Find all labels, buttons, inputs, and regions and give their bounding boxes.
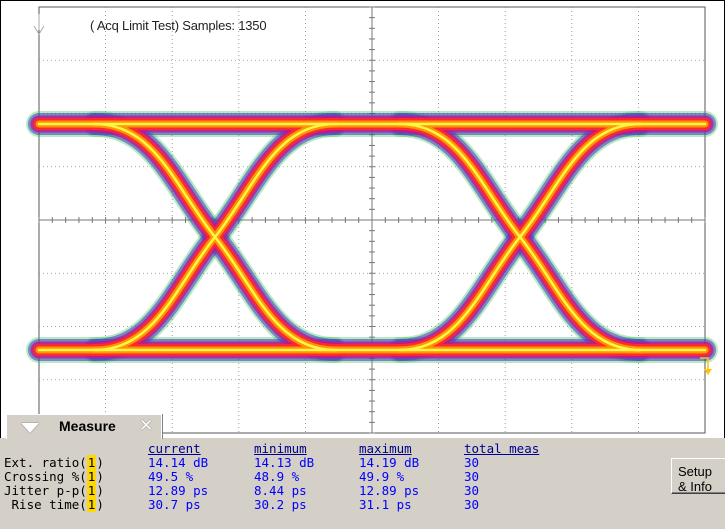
setup-info-button[interactable]: Setup & Info	[671, 458, 725, 494]
channel-source-badge: 1	[86, 483, 97, 498]
measure-tab[interactable]: Measure ✕	[6, 414, 162, 439]
measurement-current-value: 12.89 ps	[148, 483, 209, 498]
measurement-current-value: 49.5 %	[148, 469, 194, 484]
trigger-position-icon	[33, 14, 45, 35]
eye-waveform	[26, 111, 718, 363]
header-current: current	[148, 441, 201, 456]
measurement-total-value: 30	[464, 469, 480, 484]
collapse-triangle-icon[interactable]	[21, 423, 39, 433]
graticule	[38, 6, 706, 434]
close-icon[interactable]: ✕	[139, 416, 154, 435]
label-close-paren: )	[96, 469, 104, 484]
label-close-paren: )	[96, 483, 104, 498]
measurement-maximum-value: 31.1 ps	[359, 497, 412, 512]
channel-source-badge: 1	[86, 455, 97, 470]
measurement-current-value: 14.14 dB	[148, 455, 209, 470]
measurement-total-value: 30	[464, 497, 480, 512]
measurement-name: Rise time(	[4, 497, 87, 512]
measurement-label: Ext. ratio(1)	[4, 455, 134, 470]
measurement-maximum-value: 49.9 %	[359, 469, 405, 484]
channel-source-badge: 1	[86, 497, 97, 512]
measurement-name: Ext. ratio(	[4, 455, 87, 470]
measurement-minimum-value: 48.9 %	[254, 469, 300, 484]
measurement-minimum-value: 14.13 dB	[254, 455, 315, 470]
measurement-name: Crossing %(	[4, 469, 87, 484]
measurement-label: Crossing %(1)	[4, 469, 134, 484]
measurement-current-value: 30.7 ps	[148, 497, 201, 512]
channel-level-marker-icon	[700, 357, 712, 375]
measurement-label: Jitter p-p(1)	[4, 483, 134, 498]
measurement-total-value: 30	[464, 455, 480, 470]
measurement-label: Rise time(1)	[4, 497, 134, 512]
measurement-name: Jitter p-p(	[4, 483, 87, 498]
header-total-meas: total meas	[464, 441, 540, 456]
acquisition-status-title: ( Acq Limit Test) Samples: 1350	[90, 18, 267, 33]
measure-tab-label: Measure	[59, 418, 116, 434]
measurement-minimum-value: 30.2 ps	[254, 497, 307, 512]
channel-source-badge: 1	[86, 469, 97, 484]
header-minimum: minimum	[254, 441, 307, 456]
header-maximum: maximum	[359, 441, 412, 456]
measurement-total-value: 30	[464, 483, 480, 498]
measurement-minimum-value: 8.44 ps	[254, 483, 307, 498]
measurement-maximum-value: 14.19 dB	[359, 455, 420, 470]
measure-panel	[0, 438, 725, 529]
measurement-maximum-value: 12.89 ps	[359, 483, 420, 498]
label-close-paren: )	[96, 497, 104, 512]
label-close-paren: )	[96, 455, 104, 470]
